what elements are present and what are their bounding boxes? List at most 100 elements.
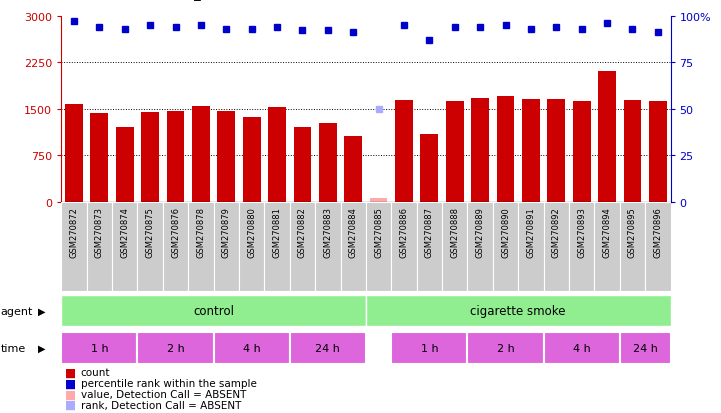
Bar <box>620 202 645 291</box>
Text: 1 h: 1 h <box>91 343 108 353</box>
Text: 4 h: 4 h <box>572 343 590 353</box>
Bar <box>116 128 133 202</box>
Text: 2 h: 2 h <box>497 343 514 353</box>
Text: GSM270893: GSM270893 <box>578 207 586 258</box>
Bar <box>265 202 290 291</box>
Text: percentile rank within the sample: percentile rank within the sample <box>81 378 257 388</box>
Bar <box>138 332 213 364</box>
Text: ▶: ▶ <box>37 306 45 316</box>
Text: GSM270896: GSM270896 <box>653 207 663 258</box>
Text: GSM270879: GSM270879 <box>222 207 231 258</box>
Text: 4 h: 4 h <box>243 343 260 353</box>
Text: GSM270885: GSM270885 <box>374 207 383 258</box>
Bar <box>112 202 138 291</box>
Bar <box>141 113 159 202</box>
Text: GSM270881: GSM270881 <box>273 207 282 258</box>
Bar <box>290 332 366 364</box>
Bar <box>420 134 438 202</box>
Text: value, Detection Call = ABSENT: value, Detection Call = ABSENT <box>81 389 246 399</box>
Bar <box>366 202 392 291</box>
Text: GSM270873: GSM270873 <box>95 207 104 258</box>
Bar <box>90 114 108 202</box>
Text: ■: ■ <box>65 387 76 401</box>
Bar <box>293 127 311 202</box>
Text: ■: ■ <box>65 398 76 411</box>
Text: GSM270880: GSM270880 <box>247 207 256 258</box>
Bar <box>167 112 185 202</box>
Bar <box>61 332 138 364</box>
Text: GSM270890: GSM270890 <box>501 207 510 257</box>
Bar <box>243 118 260 202</box>
Text: GSM270875: GSM270875 <box>146 207 154 258</box>
Bar <box>442 202 467 291</box>
Text: GSM270889: GSM270889 <box>476 207 485 258</box>
Bar <box>472 99 489 202</box>
Text: GSM270886: GSM270886 <box>399 207 409 258</box>
Bar <box>163 202 188 291</box>
Bar <box>544 332 620 364</box>
Bar <box>467 332 544 364</box>
Bar <box>497 97 514 202</box>
Text: GSM270895: GSM270895 <box>628 207 637 257</box>
Bar <box>87 202 112 291</box>
Bar <box>395 101 413 202</box>
Text: GSM270872: GSM270872 <box>69 207 79 258</box>
Text: GSM270891: GSM270891 <box>526 207 536 257</box>
Bar <box>213 332 290 364</box>
Text: 1 h: 1 h <box>420 343 438 353</box>
Bar <box>624 101 642 202</box>
Bar <box>239 202 265 291</box>
Bar <box>649 102 667 202</box>
Bar <box>192 107 210 202</box>
Text: GSM270882: GSM270882 <box>298 207 307 258</box>
Bar <box>417 202 442 291</box>
Bar <box>493 202 518 291</box>
Text: GSM270884: GSM270884 <box>349 207 358 258</box>
Bar <box>370 199 387 202</box>
Text: cigarette smoke: cigarette smoke <box>471 304 566 317</box>
Bar <box>65 105 83 202</box>
Text: GSM270887: GSM270887 <box>425 207 434 258</box>
Bar <box>392 202 417 291</box>
Bar <box>61 202 87 291</box>
Text: 24 h: 24 h <box>315 343 340 353</box>
Bar <box>594 202 620 291</box>
Text: rank, Detection Call = ABSENT: rank, Detection Call = ABSENT <box>81 400 241 410</box>
Bar <box>188 202 213 291</box>
Text: GSM270883: GSM270883 <box>323 207 332 258</box>
Bar <box>544 202 569 291</box>
Text: GSM270878: GSM270878 <box>196 207 205 258</box>
Text: time: time <box>1 343 26 353</box>
Text: GSM270888: GSM270888 <box>450 207 459 258</box>
Bar <box>218 112 235 202</box>
Text: 24 h: 24 h <box>633 343 658 353</box>
Bar <box>290 202 315 291</box>
Bar <box>620 332 671 364</box>
Bar <box>467 202 493 291</box>
Text: ▶: ▶ <box>37 343 45 353</box>
Text: control: control <box>193 304 234 317</box>
Text: GSM270892: GSM270892 <box>552 207 561 257</box>
Bar <box>598 72 616 202</box>
Text: ■: ■ <box>65 377 76 390</box>
Bar <box>366 295 671 327</box>
Text: count: count <box>81 368 110 377</box>
Text: agent: agent <box>1 306 33 316</box>
Bar <box>213 202 239 291</box>
Bar <box>446 102 464 202</box>
Text: GSM270894: GSM270894 <box>603 207 611 257</box>
Text: 2 h: 2 h <box>167 343 185 353</box>
Bar <box>569 202 594 291</box>
Bar <box>345 137 362 202</box>
Bar <box>268 108 286 202</box>
Text: ■: ■ <box>65 366 76 379</box>
Bar <box>522 100 540 202</box>
Bar <box>645 202 671 291</box>
Bar <box>315 202 340 291</box>
Bar <box>547 100 565 202</box>
Bar <box>61 295 366 327</box>
Bar <box>518 202 544 291</box>
Bar <box>392 332 467 364</box>
Bar <box>572 102 590 202</box>
Bar <box>319 124 337 202</box>
